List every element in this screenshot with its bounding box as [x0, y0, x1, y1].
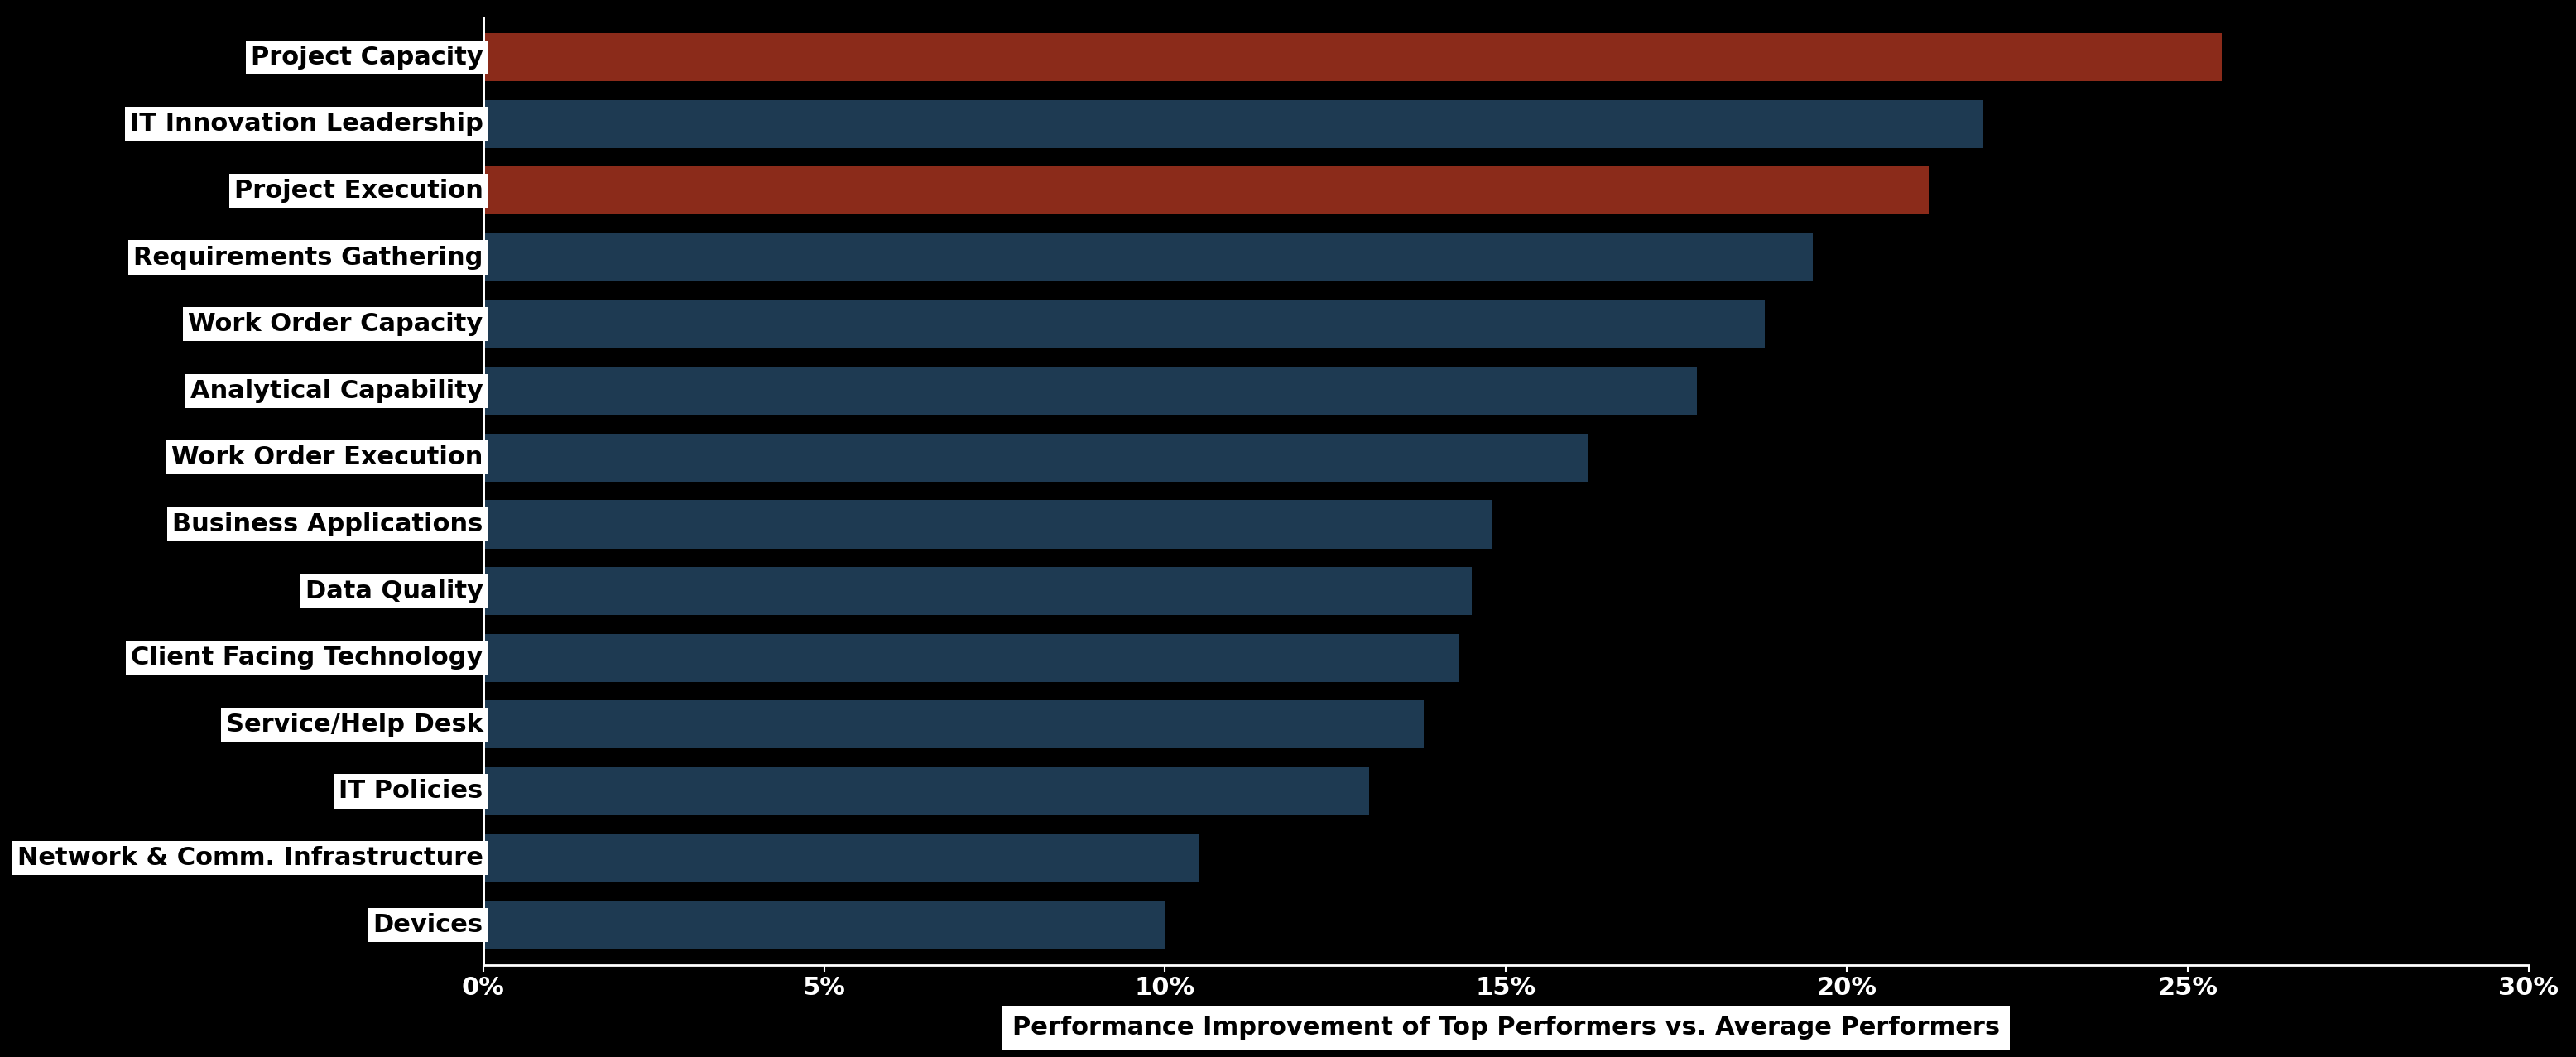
Text: IT Policies: IT Policies: [340, 779, 484, 803]
Bar: [484, 433, 1587, 482]
X-axis label: Performance Improvement of Top Performers vs. Average Performers: Performance Improvement of Top Performer…: [1012, 1016, 1999, 1040]
Bar: [484, 834, 1198, 882]
Text: Analytical Capability: Analytical Capability: [191, 378, 484, 403]
Text: Data Quality: Data Quality: [304, 579, 484, 604]
Bar: [484, 33, 2221, 81]
Text: Project Capacity: Project Capacity: [250, 45, 484, 70]
Bar: [484, 901, 1164, 949]
Text: Service/Help Desk: Service/Help Desk: [227, 712, 484, 737]
Bar: [484, 100, 1984, 148]
Text: Network & Comm. Infrastructure: Network & Comm. Infrastructure: [18, 846, 484, 870]
Bar: [484, 367, 1698, 415]
Text: Client Facing Technology: Client Facing Technology: [131, 646, 484, 670]
Text: Work Order Capacity: Work Order Capacity: [188, 312, 484, 336]
Bar: [484, 634, 1458, 682]
Bar: [484, 234, 1814, 281]
Text: Business Applications: Business Applications: [173, 513, 484, 536]
Text: Requirements Gathering: Requirements Gathering: [134, 245, 484, 270]
Bar: [484, 500, 1492, 549]
Bar: [484, 701, 1425, 748]
Text: Work Order Execution: Work Order Execution: [173, 446, 484, 469]
Text: Project Execution: Project Execution: [234, 179, 484, 203]
Bar: [484, 167, 1929, 215]
Text: Devices: Devices: [374, 912, 484, 937]
Bar: [484, 767, 1370, 815]
Bar: [484, 567, 1471, 615]
Bar: [484, 300, 1765, 348]
Text: IT Innovation Leadership: IT Innovation Leadership: [129, 112, 484, 136]
